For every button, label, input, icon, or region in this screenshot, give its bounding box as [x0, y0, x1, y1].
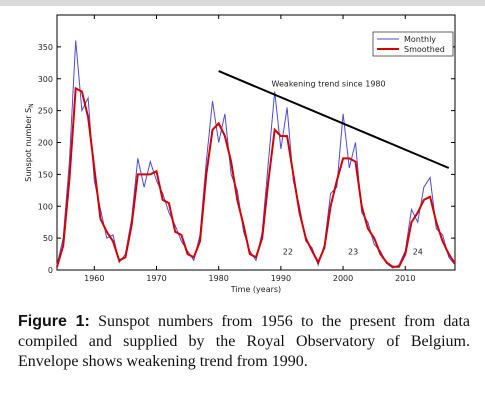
- x-tick-label: 1970: [146, 274, 166, 283]
- legend-label: Smoothed: [404, 45, 445, 54]
- top-bar: [0, 0, 485, 6]
- x-tick-label: 2010: [395, 274, 415, 283]
- y-axis-label: Sunspot number SN: [24, 103, 35, 181]
- y-tick-label: 200: [38, 139, 53, 148]
- y-tick-label: 100: [38, 202, 53, 211]
- y-tick-label: 250: [38, 107, 53, 116]
- x-tick-label: 2000: [333, 274, 353, 283]
- y-tick-label: 0: [48, 266, 53, 275]
- y-axis-label-sub: N: [28, 103, 35, 108]
- annotation: 23: [348, 248, 358, 257]
- annotation: Weakening trend since 1980: [272, 79, 386, 88]
- x-tick-label: 1980: [209, 274, 229, 283]
- caption-label: Figure 1:: [18, 313, 90, 330]
- y-axis-label-text: Sunspot number S: [24, 108, 33, 182]
- y-tick-label: 300: [38, 75, 53, 84]
- chart: 0 50 100 150 200 250 300 350 1960 1970 1980 1990 200…: [0, 0, 485, 294]
- legend-label: Monthly: [404, 35, 436, 44]
- caption: Figure 1: Sunspot numbers from 1956 to t…: [18, 312, 470, 372]
- y-tick-label: 150: [38, 170, 53, 179]
- y-tick-label: 350: [38, 43, 53, 52]
- series-line: [56, 86, 456, 268]
- annotation: 22: [283, 248, 293, 257]
- caption-text: Sunspot numbers from 1956 to the present…: [18, 313, 471, 370]
- x-axis-label: Time (years): [230, 285, 281, 294]
- annotation: 24: [413, 248, 423, 257]
- legend: [372, 31, 454, 57]
- x-tick-label: 1960: [84, 274, 104, 283]
- x-tick-label: 1990: [271, 274, 291, 283]
- series-line: [56, 40, 456, 269]
- trend-line: [218, 70, 450, 169]
- y-tick-label: 50: [43, 234, 53, 243]
